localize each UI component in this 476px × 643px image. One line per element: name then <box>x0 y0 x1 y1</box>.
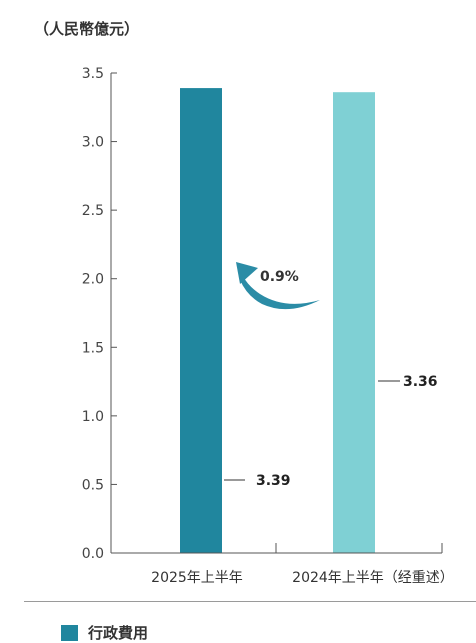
value-label: 3.39 <box>256 473 291 489</box>
legend-swatch <box>61 624 78 641</box>
unit-label: （人民幣億元） <box>34 20 140 38</box>
y-tick-label: 3.5 <box>82 66 104 82</box>
bar-chart: 0.0 0.5 1.0 1.5 2.0 2.5 3.0 3.5 2025年上半年 2024年上半… <box>82 66 454 586</box>
y-tick-label: 2.5 <box>82 203 104 219</box>
y-tick-label: 2.0 <box>82 272 104 288</box>
value-labels: 3.39 3.36 <box>224 374 438 489</box>
y-axis: 0.0 0.5 1.0 1.5 2.0 2.5 3.0 3.5 <box>82 66 117 562</box>
x-axis: 2025年上半年 2024年上半年（经重述） <box>111 543 454 586</box>
legend-label: 行政費用 <box>88 624 149 642</box>
y-tick-label: 3.0 <box>82 135 104 151</box>
y-tick-label: 0.0 <box>82 546 104 562</box>
y-tick-label: 1.0 <box>82 409 104 425</box>
change-percent-label: 0.9% <box>260 269 299 285</box>
bars <box>180 88 375 553</box>
x-category-label: 2025年上半年 <box>151 570 243 586</box>
legend: 行政費用 <box>61 622 148 643</box>
y-tick-label: 1.5 <box>82 340 104 356</box>
curved-arrow-body <box>240 276 320 310</box>
change-indicator: 0.9% <box>236 262 320 310</box>
value-label: 3.36 <box>403 374 438 390</box>
bar <box>333 92 375 553</box>
x-category-label: 2024年上半年（经重述） <box>292 570 454 586</box>
y-tick-label: 0.5 <box>82 477 104 493</box>
bar <box>180 88 222 553</box>
curved-arrow-head <box>236 262 258 284</box>
divider <box>24 601 476 602</box>
